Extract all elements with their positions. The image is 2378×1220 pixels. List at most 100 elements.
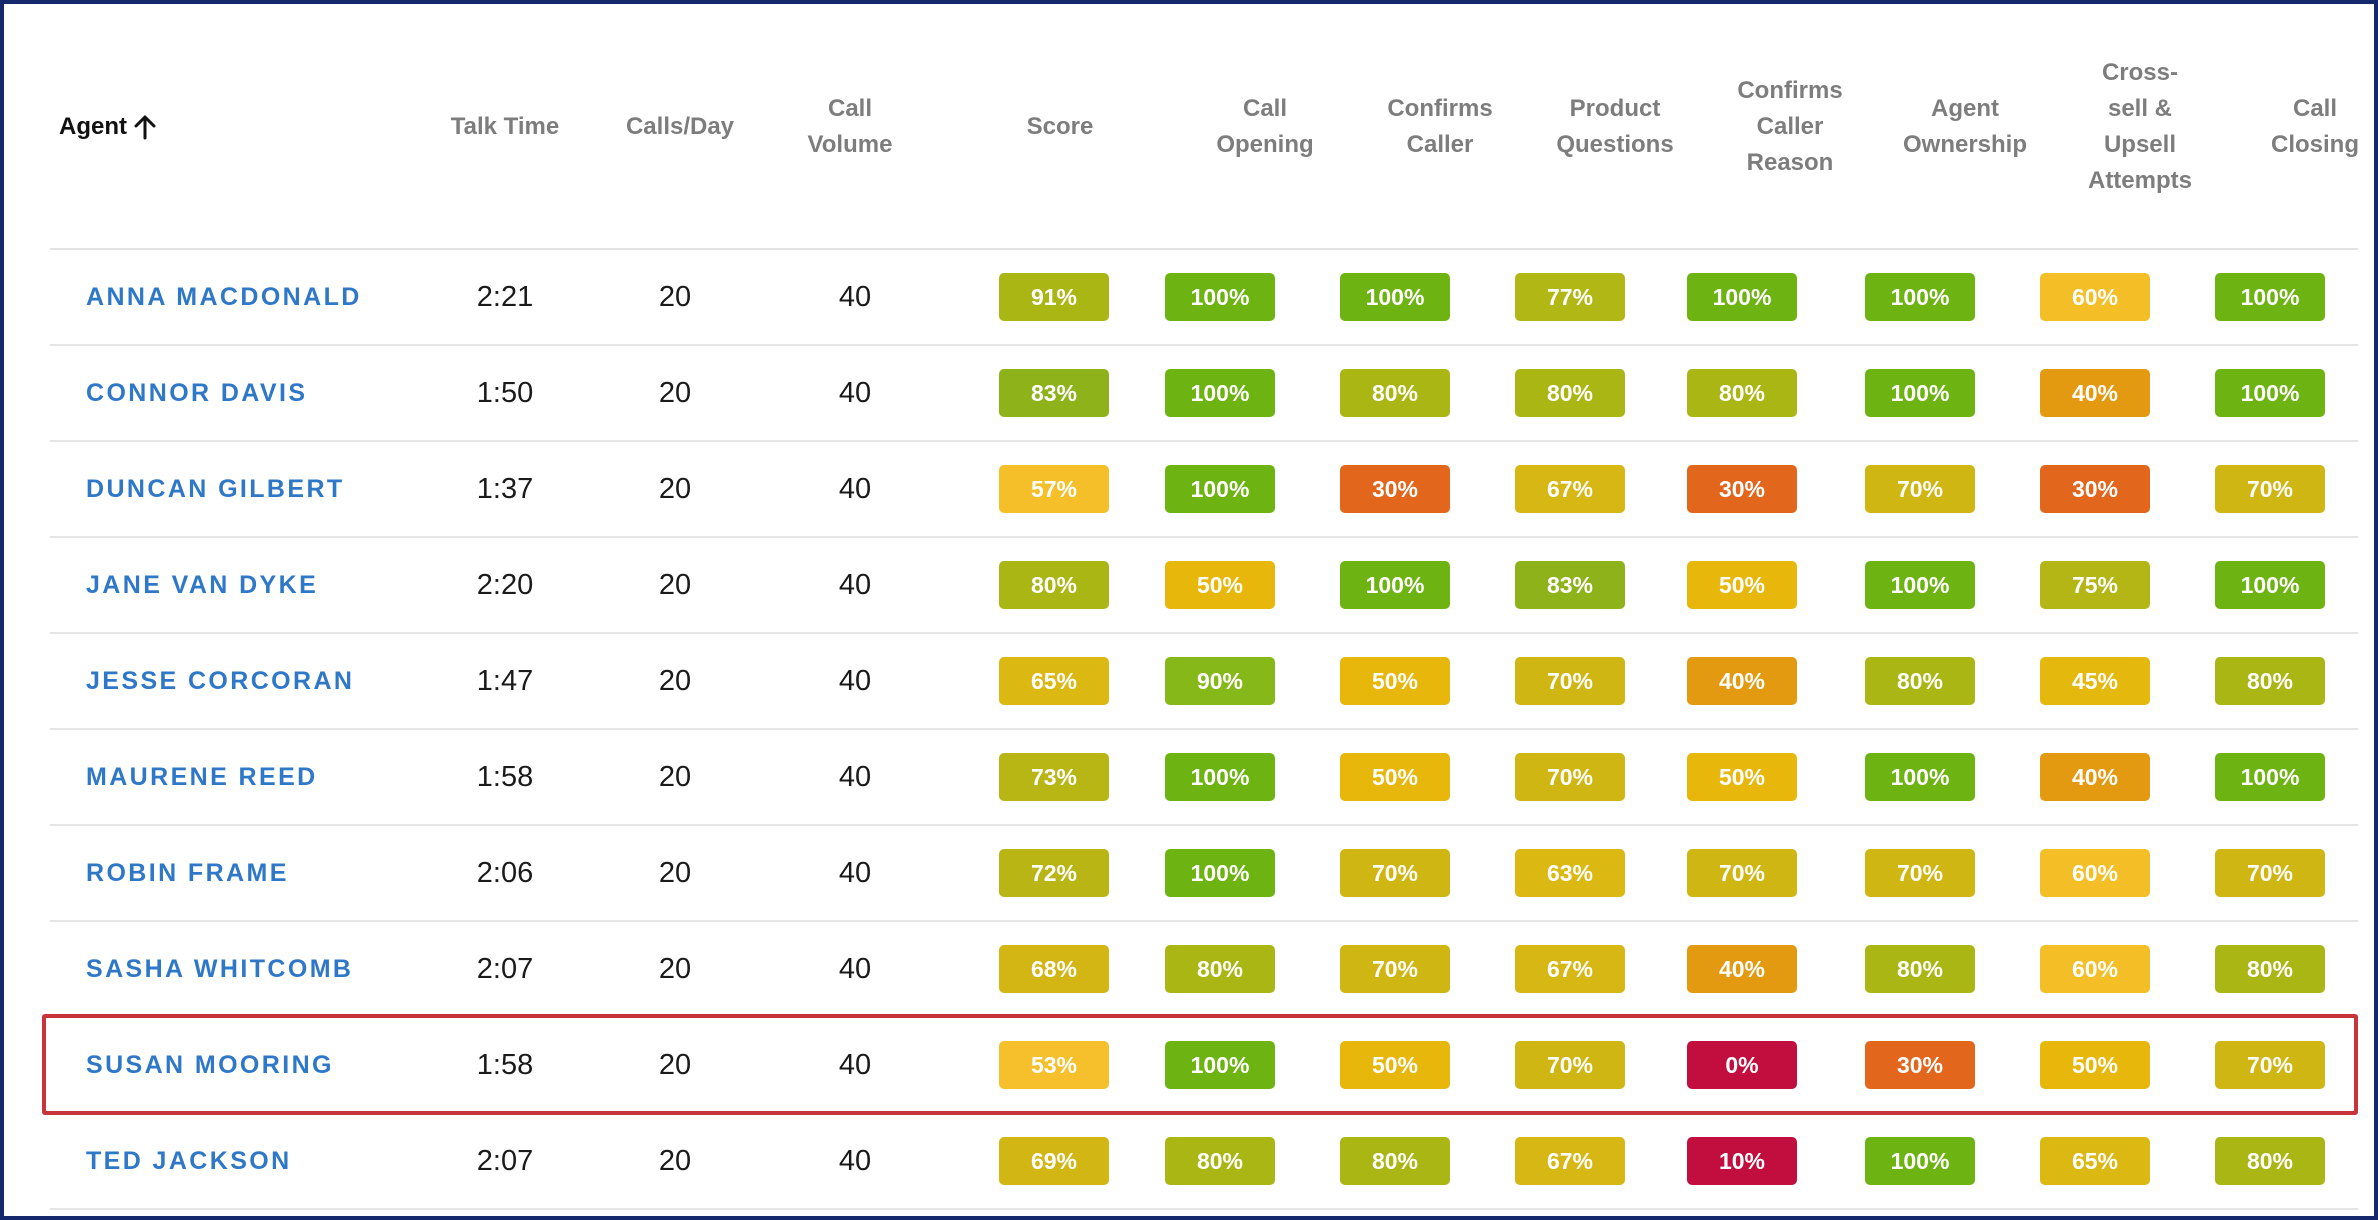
call-closing-badge: 70% — [2215, 849, 2325, 897]
call-closing-cell: 80% — [2215, 634, 2325, 728]
agent-scores-table: Agent Talk Time Calls/Day Call Volume Sco… — [50, 4, 2359, 1210]
agent-ownership-badge: 80% — [1865, 945, 1975, 993]
agent-name-link[interactable]: SASHA WHITCOMB — [86, 954, 354, 983]
calls-day-cell: 20 — [658, 1144, 692, 1177]
product-questions-cell: 70% — [1515, 730, 1625, 824]
call-closing-cell: 80% — [2215, 1114, 2325, 1208]
call-closing-cell: 100% — [2215, 250, 2325, 344]
table-row: SUSAN MOORING 1:58 20 40 53% 100% 50% 70% 0% 30% 5… — [50, 1018, 2358, 1114]
table-row: MAURENE REED 1:58 20 40 73% 100% 50% 70% 50% 100%… — [50, 730, 2358, 826]
call-opening-cell: 90% — [1165, 634, 1275, 728]
column-header-call-opening[interactable]: Call Opening — [1216, 95, 1314, 158]
column-header-cross-sell-upsell[interactable]: Cross-sell & Upsell Attempts — [2087, 59, 2192, 194]
agent-ownership-badge: 100% — [1865, 561, 1975, 609]
cross-sell-upsell-cell: 60% — [2040, 826, 2150, 920]
call-opening-cell: 100% — [1165, 442, 1275, 536]
agent-name-link[interactable]: TED JACKSON — [86, 1146, 292, 1175]
product-questions-cell: 77% — [1515, 250, 1625, 344]
product-questions-cell: 83% — [1515, 538, 1625, 632]
confirms-caller-reason-cell: 40% — [1687, 922, 1797, 1016]
agent-name-link[interactable]: ROBIN FRAME — [86, 858, 289, 887]
calls-day-cell: 20 — [658, 760, 692, 793]
agent-ownership-cell: 100% — [1865, 730, 1975, 824]
talk-time-cell: 1:58 — [476, 760, 534, 793]
table-row: SASHA WHITCOMB 2:07 20 40 68% 80% 70% 67% 40% 80%… — [50, 922, 2358, 1018]
column-header-call-volume[interactable]: Call Volume — [807, 95, 893, 158]
talk-time-cell: 2:07 — [476, 1144, 534, 1177]
product-questions-cell: 67% — [1515, 442, 1625, 536]
table-row: CONNOR DAVIS 1:50 20 40 83% 100% 80% 80% 80% 100%… — [50, 346, 2358, 442]
column-header-agent-ownership[interactable]: Agent Ownership — [1902, 95, 2028, 158]
column-header-calls-day[interactable]: Calls/Day — [625, 113, 735, 140]
agent-ownership-cell: 100% — [1865, 250, 1975, 344]
agent-ownership-badge: 100% — [1865, 1137, 1975, 1185]
confirms-caller-reason-badge: 40% — [1687, 657, 1797, 705]
score-badge: 69% — [999, 1137, 1109, 1185]
call-opening-badge: 100% — [1165, 273, 1275, 321]
score-cell: 72% — [999, 826, 1109, 920]
call-closing-badge: 100% — [2215, 369, 2325, 417]
score-badge: 72% — [999, 849, 1109, 897]
calls-day-cell: 20 — [658, 856, 692, 889]
confirms-caller-reason-cell: 100% — [1687, 250, 1797, 344]
product-questions-badge: 67% — [1515, 1137, 1625, 1185]
column-header-agent[interactable]: Agent — [50, 4, 390, 250]
calls-day-cell: 20 — [658, 664, 692, 697]
call-closing-badge: 80% — [2215, 1137, 2325, 1185]
product-questions-cell: 80% — [1515, 346, 1625, 440]
product-questions-badge: 67% — [1515, 945, 1625, 993]
score-badge: 80% — [999, 561, 1109, 609]
confirms-caller-reason-badge: 50% — [1687, 561, 1797, 609]
score-badge: 53% — [999, 1041, 1109, 1089]
column-header-product-questions[interactable]: Product Questions — [1556, 95, 1674, 158]
score-cell: 69% — [999, 1114, 1109, 1208]
confirms-caller-badge: 70% — [1340, 849, 1450, 897]
confirms-caller-badge: 80% — [1340, 369, 1450, 417]
call-opening-badge: 50% — [1165, 561, 1275, 609]
score-badge: 83% — [999, 369, 1109, 417]
column-header-score[interactable]: Score — [1026, 113, 1094, 140]
confirms-caller-cell: 50% — [1340, 730, 1450, 824]
agent-ownership-badge: 70% — [1865, 465, 1975, 513]
calls-day-cell: 20 — [658, 952, 692, 985]
confirms-caller-badge: 70% — [1340, 945, 1450, 993]
agent-name-link[interactable]: MAURENE REED — [86, 762, 318, 791]
table-row: DUNCAN GILBERT 1:37 20 40 57% 100% 30% 67% 30% 70… — [50, 442, 2358, 538]
confirms-caller-badge: 50% — [1340, 1041, 1450, 1089]
table-row: TED JACKSON 2:07 20 40 69% 80% 80% 67% 10% 100% 65… — [50, 1114, 2358, 1210]
call-opening-cell: 80% — [1165, 922, 1275, 1016]
column-header-confirms-caller[interactable]: Confirms Caller — [1387, 95, 1493, 158]
product-questions-badge: 63% — [1515, 849, 1625, 897]
confirms-caller-reason-badge: 10% — [1687, 1137, 1797, 1185]
confirms-caller-cell: 80% — [1340, 346, 1450, 440]
agent-name-link[interactable]: DUNCAN GILBERT — [86, 474, 345, 503]
column-header-confirms-caller-reason[interactable]: Confirms Caller Reason — [1737, 77, 1843, 176]
column-header-talk-time[interactable]: Talk Time — [450, 113, 560, 140]
call-closing-cell: 70% — [2215, 826, 2325, 920]
call-closing-cell: 70% — [2215, 1018, 2325, 1112]
cross-sell-upsell-cell: 40% — [2040, 346, 2150, 440]
call-opening-badge: 100% — [1165, 1041, 1275, 1089]
arrow-up-icon[interactable] — [133, 114, 157, 140]
agent-name-link[interactable]: JANE VAN DYKE — [86, 570, 319, 599]
column-header-call-closing[interactable]: Call Closing — [2271, 95, 2359, 158]
calls-day-cell: 20 — [658, 280, 692, 313]
call-volume-cell: 40 — [838, 664, 872, 697]
call-closing-cell: 100% — [2215, 730, 2325, 824]
call-opening-cell: 100% — [1165, 1018, 1275, 1112]
agent-name-link[interactable]: JESSE CORCORAN — [86, 666, 355, 695]
agent-name-link[interactable]: CONNOR DAVIS — [86, 378, 308, 407]
cross-sell-upsell-cell: 75% — [2040, 538, 2150, 632]
talk-time-cell: 2:21 — [476, 280, 534, 313]
agent-ownership-badge: 100% — [1865, 753, 1975, 801]
cross-sell-upsell-cell: 45% — [2040, 634, 2150, 728]
confirms-caller-cell: 70% — [1340, 826, 1450, 920]
confirms-caller-reason-badge: 40% — [1687, 945, 1797, 993]
agent-ownership-cell: 100% — [1865, 1114, 1975, 1208]
cross-sell-upsell-badge: 65% — [2040, 1137, 2150, 1185]
agent-name-link[interactable]: ANNA MACDONALD — [86, 282, 362, 311]
call-volume-cell: 40 — [838, 376, 872, 409]
agent-name-link[interactable]: SUSAN MOORING — [86, 1050, 334, 1079]
call-opening-badge: 100% — [1165, 369, 1275, 417]
call-opening-badge: 80% — [1165, 945, 1275, 993]
